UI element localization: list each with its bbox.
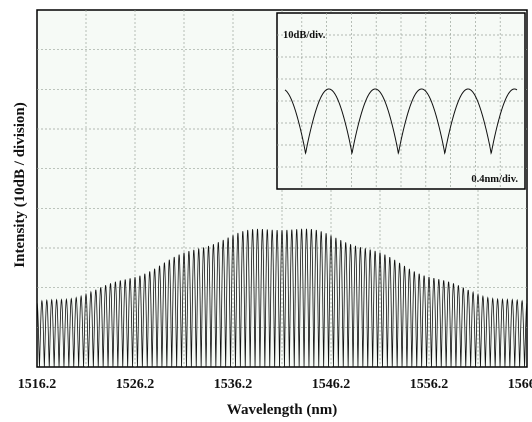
x-axis-title: Wavelength (nm) bbox=[227, 402, 337, 418]
x-tick-label: 1556.2 bbox=[410, 377, 449, 392]
inset-grid-lines bbox=[277, 13, 525, 189]
inset-fringe-line bbox=[284, 88, 518, 155]
x-tick-label: 1566.2 bbox=[508, 377, 532, 392]
inset-y-scale-label: 10dB/div. bbox=[283, 30, 326, 41]
x-tick-label: 1536.2 bbox=[214, 377, 253, 392]
y-axis-title: Intensity (10dB / division) bbox=[12, 102, 28, 267]
x-tick-label: 1526.2 bbox=[116, 377, 155, 392]
x-tick-label: 1516.2 bbox=[18, 377, 57, 392]
x-tick-label: 1546.2 bbox=[312, 377, 351, 392]
spectrum-line bbox=[36, 228, 528, 368]
inset-panel: 10dB/div. 0.4nm/div. bbox=[276, 12, 526, 190]
x-tick-labels: 1516.2 1526.2 1536.2 1546.2 1556.2 1566.2 bbox=[18, 377, 532, 392]
inset-x-scale-label: 0.4nm/div. bbox=[471, 174, 518, 185]
